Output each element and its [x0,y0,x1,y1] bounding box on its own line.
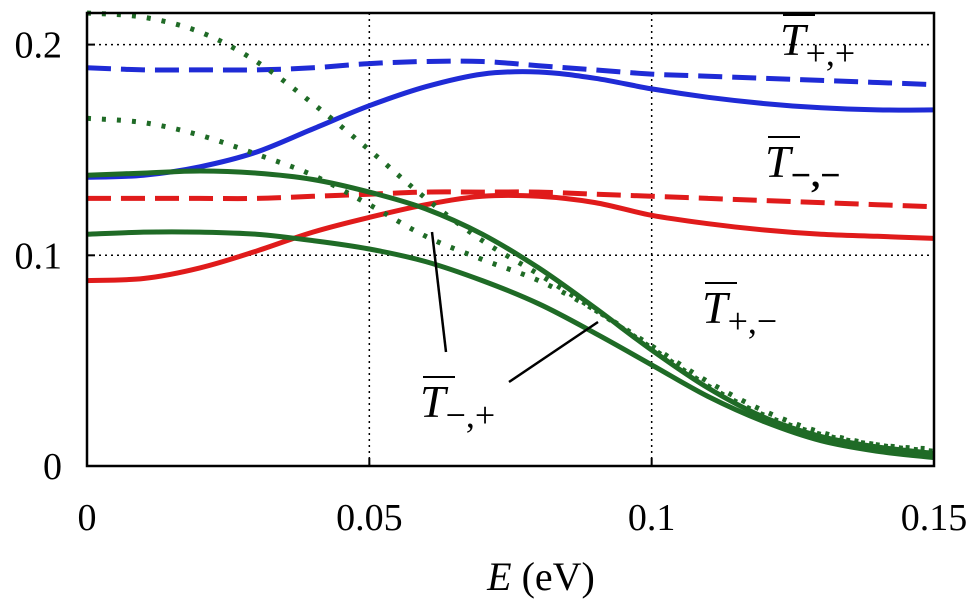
series-layer [86,10,935,461]
x-axis-variable: E [486,554,511,599]
x-axis-title: E (eV) [486,554,595,599]
x-axis-spacer [512,554,522,599]
series-red-dashed-2 [87,189,935,210]
series-blue-dashed-0 [86,58,935,88]
series-blue-solid-1 [86,69,935,180]
plot-frame [85,11,936,468]
x-tick-label: 0 [78,497,97,539]
label-sub: −,− [791,155,841,195]
label-base: T [765,136,794,187]
label-base: T [702,282,731,333]
tick-layer: 0 0.05 0.1 0.15 0 0.1 0.2 [15,25,968,539]
y-tick-label: 0 [43,446,62,488]
label-sub: +,+ [806,33,856,73]
label-sub: −,+ [446,395,496,435]
svg-text:T+,−: T+,− [702,282,777,341]
svg-text:T−,+: T−,+ [420,376,495,435]
label-base: T [420,376,449,427]
x-tick-label: 0.1 [628,497,676,539]
y-tick-label: 0.1 [15,235,63,277]
label-T-plus-minus: T+,− [702,282,777,341]
x-axis-unit: (eV) [522,554,595,599]
x-tick-label: 0.05 [336,497,403,539]
label-T-minus-minus: T−,− [765,136,841,195]
svg-text:T+,+: T+,+ [780,14,855,73]
y-tick-label: 0.2 [15,25,63,67]
label-T-minus-plus: T−,+ [420,376,495,435]
leader-line-minus-plus-1 [430,231,448,353]
series-red-solid-3 [86,192,935,284]
series-green-dotted-4 [86,10,935,452]
label-T-plus-plus: T+,+ [780,14,855,73]
leader-line-minus-plus-2 [508,320,599,384]
series-green-solid-6 [86,168,935,456]
svg-text:T−,−: T−,− [765,136,841,195]
label-base: T [780,14,809,65]
x-tick-label: 0.15 [901,497,968,539]
label-sub: +,− [728,301,778,341]
series-green-solid-7 [86,229,935,461]
